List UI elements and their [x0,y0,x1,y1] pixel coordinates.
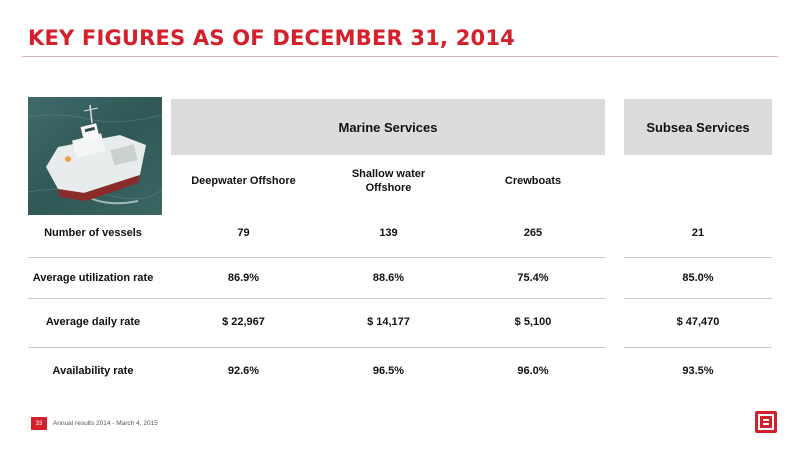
table-cell: $ 22,967 [222,316,265,328]
column-header-crewboats: Crewboats [504,175,562,187]
row-label-utilization: Average utilization rate [32,272,154,284]
table-cell: 79 [237,227,250,239]
table-cell: 75.4% [517,272,549,284]
title-divider [22,56,778,57]
table-cell: $ 14,177 [367,316,410,328]
page-number-badge: 33 [31,417,47,430]
row-divider [624,347,772,348]
column-header-deepwater: Deepwater Offshore [191,175,296,187]
subsea-services-header: Subsea Services [624,99,772,155]
table-cell: 92.6% [227,365,260,377]
row-divider [28,298,605,299]
footer-text: Annual results 2014 - March 4, 2015 [53,420,158,427]
vessel-photo [28,97,162,215]
row-label-daily-rate: Average daily rate [45,316,141,328]
page-title: KEY FIGURES AS OF DECEMBER 31, 2014 [28,26,515,50]
table-cell: 88.6% [372,272,405,284]
table-cell: 86.9% [227,272,260,284]
column-header-shallow-water: Shallow water Offshore [351,168,426,194]
table-cell: 21 [691,227,705,239]
table-cell: 96.5% [372,365,405,377]
bourbon-logo-icon [755,411,777,433]
table-cell: $ 5,100 [514,316,552,328]
marine-services-header: Marine Services [171,99,605,155]
table-cell: 139 [379,227,398,239]
row-divider [624,257,772,258]
row-label-vessels: Number of vessels [44,227,142,239]
table-cell: 96.0% [517,365,549,377]
row-divider [28,347,605,348]
table-cell: $ 47,470 [676,316,720,328]
row-divider [624,298,772,299]
table-cell: 85.0% [682,272,714,284]
table-cell: 265 [523,227,543,239]
row-divider [28,257,605,258]
row-label-availability: Availability rate [52,365,134,377]
table-cell: 93.5% [682,365,714,377]
